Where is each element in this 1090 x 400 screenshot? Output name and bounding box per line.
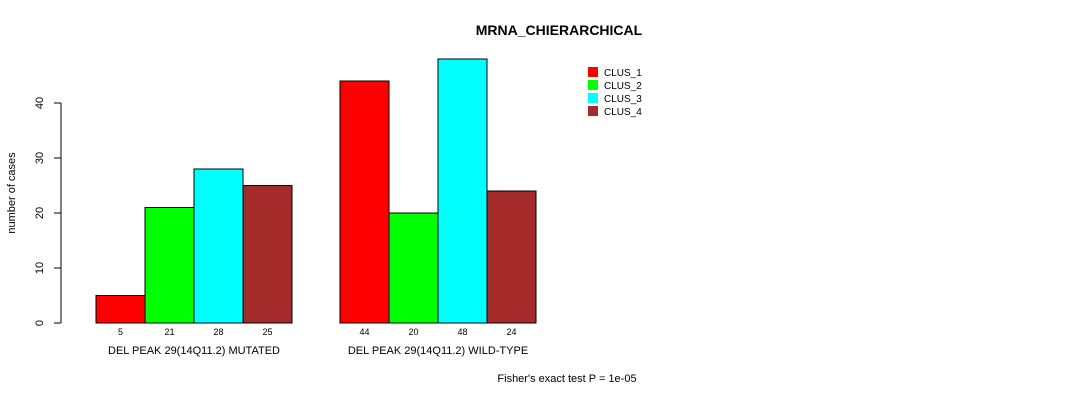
y-axis: 0 10 20 30 40 (34, 97, 62, 326)
group-label: DEL PEAK 29(14Q11.2) WILD-TYPE (348, 345, 528, 357)
bar-clus-1-group-1 (95, 295, 146, 324)
legend-swatch (588, 67, 598, 77)
value-labels: 5 21 28 25 44 20 48 24 (118, 327, 517, 337)
bar-value-label: 25 (262, 327, 272, 337)
bar-clus-1-group-2 (339, 80, 390, 324)
y-tick-label: 0 (34, 320, 46, 326)
bar-clus-3-group-1 (193, 168, 244, 324)
fisher-test-footnote: Fisher's exact test P = 1e-05 (497, 373, 636, 385)
bar-clus-2-group-2 (388, 212, 439, 324)
legend-swatch (588, 106, 598, 116)
bar-clus-4-group-2 (486, 190, 537, 324)
y-tick-label: 30 (34, 152, 46, 164)
legend-label: CLUS_2 (604, 81, 642, 92)
y-tick-label: 10 (34, 262, 46, 274)
legend-swatch (588, 93, 598, 103)
chart-title: MRNA_CHIERARCHICAL (476, 22, 643, 38)
bar-value-label: 48 (457, 327, 467, 337)
bar-value-label: 28 (213, 327, 223, 337)
group-labels: DEL PEAK 29(14Q11.2) MUTATED DEL PEAK 29(… (108, 345, 528, 357)
bars (95, 58, 537, 324)
bar-value-label: 5 (118, 327, 123, 337)
bar-clus-2-group-1 (144, 207, 195, 324)
bar-value-label: 21 (164, 327, 174, 337)
legend-label: CLUS_1 (604, 68, 642, 79)
bar-value-label: 20 (408, 327, 418, 337)
legend: CLUS_1 CLUS_2 CLUS_3 CLUS_4 (588, 67, 642, 118)
y-tick-label: 20 (34, 207, 46, 219)
legend-label: CLUS_4 (604, 107, 642, 118)
y-tick-label: 40 (34, 97, 46, 109)
y-axis-label: number of cases (6, 152, 18, 234)
bar-clus-4-group-1 (242, 185, 293, 324)
bar-value-label: 44 (359, 327, 369, 337)
bar-clus-3-group-2 (437, 58, 488, 324)
legend-swatch (588, 80, 598, 90)
legend-label: CLUS_3 (604, 94, 642, 105)
group-label: DEL PEAK 29(14Q11.2) MUTATED (108, 345, 280, 357)
bar-value-label: 24 (506, 327, 516, 337)
